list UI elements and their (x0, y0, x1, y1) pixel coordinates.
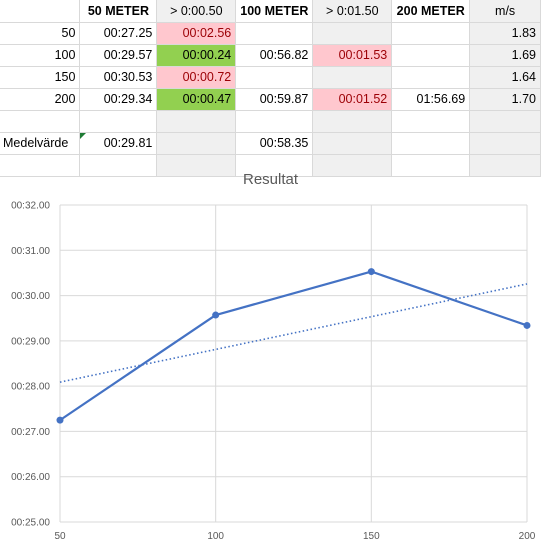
split-time[interactable]: 00:27.25 (79, 22, 158, 45)
y-tick-label: 00:30.00 (11, 291, 50, 302)
time-200[interactable] (391, 44, 471, 67)
speed[interactable]: 1.69 (469, 44, 541, 67)
diff-100[interactable]: 00:01.53 (312, 44, 393, 67)
y-tick-label: 00:29.00 (11, 336, 50, 347)
y-tick-label: 00:32.00 (11, 201, 50, 212)
time-100[interactable] (235, 66, 314, 89)
header-100-meter[interactable]: 100 METER (235, 0, 314, 23)
cell[interactable] (156, 154, 237, 177)
cell[interactable] (469, 154, 541, 177)
time-200[interactable] (391, 66, 471, 89)
x-tick-label: 200 (519, 531, 536, 542)
y-tick-label: 00:31.00 (11, 246, 50, 257)
y-tick-label: 00:25.00 (11, 518, 50, 529)
cell[interactable] (235, 110, 314, 133)
chart-title: Resultat (242, 171, 299, 188)
split-time[interactable]: 00:29.57 (79, 44, 158, 67)
cell[interactable] (312, 110, 393, 133)
cell[interactable] (312, 132, 393, 155)
y-tick-label: 00:28.00 (11, 382, 50, 393)
table-row: 100 00:29.57 00:00.24 00:56.82 00:01.53 … (0, 44, 541, 67)
average-50[interactable]: 00:29.81 (79, 132, 158, 155)
y-tick-label: 00:27.00 (11, 427, 50, 438)
cell[interactable] (0, 110, 81, 133)
time-100[interactable]: 00:56.82 (235, 44, 314, 67)
diff-100[interactable] (312, 22, 393, 45)
cell[interactable] (391, 154, 471, 177)
x-tick-label: 150 (363, 531, 380, 542)
cell[interactable] (469, 132, 541, 155)
x-tick-label: 100 (207, 531, 224, 542)
average-label[interactable]: Medelvärde (0, 132, 81, 155)
header-row: 50 METER > 0:00.50 100 METER > 0:01.50 2… (0, 0, 541, 23)
table-row: 150 00:30.53 00:00.72 1.64 (0, 66, 541, 89)
data-table: 50 METER > 0:00.50 100 METER > 0:01.50 2… (0, 0, 541, 177)
cell[interactable] (235, 154, 314, 177)
table-row-empty (0, 154, 541, 177)
data-point (523, 321, 531, 329)
diff-100[interactable]: 00:01.52 (312, 88, 393, 111)
split-time[interactable]: 00:30.53 (79, 66, 158, 89)
cell[interactable] (79, 154, 158, 177)
header-50-meter[interactable]: 50 METER (79, 0, 158, 23)
cell[interactable] (156, 110, 237, 133)
cell[interactable] (391, 110, 471, 133)
time-100[interactable] (235, 22, 314, 45)
table-row-empty (0, 110, 541, 133)
cell[interactable] (469, 110, 541, 133)
cell[interactable] (0, 154, 81, 177)
split-time[interactable]: 00:29.34 (79, 88, 158, 111)
diff-100[interactable] (312, 66, 393, 89)
time-200[interactable] (391, 22, 471, 45)
x-tick-label: 50 (54, 531, 66, 542)
cell[interactable] (79, 110, 158, 133)
time-200[interactable]: 01:56.69 (391, 88, 471, 111)
time-100[interactable]: 00:59.87 (235, 88, 314, 111)
row-label[interactable]: 150 (0, 66, 81, 89)
header-200-meter[interactable]: 200 METER (391, 0, 471, 23)
average-row: Medelvärde 00:29.81 00:58.35 (0, 132, 541, 155)
data-point (212, 311, 220, 319)
speed[interactable]: 1.70 (469, 88, 541, 111)
series-line (59, 270, 528, 422)
trendline (59, 283, 528, 383)
split-diff[interactable]: 00:02.56 (156, 22, 237, 45)
row-label[interactable]: 200 (0, 88, 81, 111)
header-speed[interactable]: m/s (469, 0, 541, 23)
header-diff-100[interactable]: > 0:01.50 (312, 0, 393, 23)
table-row: 50 00:27.25 00:02.56 1.83 (0, 22, 541, 45)
row-label[interactable]: 100 (0, 44, 81, 67)
split-diff[interactable]: 00:00.47 (156, 88, 237, 111)
y-tick-label: 00:26.00 (11, 472, 50, 483)
split-diff[interactable]: 00:00.24 (156, 44, 237, 67)
row-label[interactable]: 50 (0, 22, 81, 45)
split-diff[interactable]: 00:00.72 (156, 66, 237, 89)
speed[interactable]: 1.83 (469, 22, 541, 45)
average-100[interactable]: 00:58.35 (235, 132, 314, 155)
header-cell-empty[interactable] (0, 0, 81, 23)
cell[interactable] (156, 132, 237, 155)
table-row: 200 00:29.34 00:00.47 00:59.87 00:01.52 … (0, 88, 541, 111)
speed[interactable]: 1.64 (469, 66, 541, 89)
line-chart: 00:25.00 00:26.00 00:27.00 00:28.00 00:29.00… (11, 201, 536, 543)
cell[interactable] (312, 154, 393, 177)
data-point (367, 268, 375, 276)
cell[interactable] (391, 132, 471, 155)
data-point (56, 416, 64, 424)
header-diff-50[interactable]: > 0:00.50 (156, 0, 237, 23)
